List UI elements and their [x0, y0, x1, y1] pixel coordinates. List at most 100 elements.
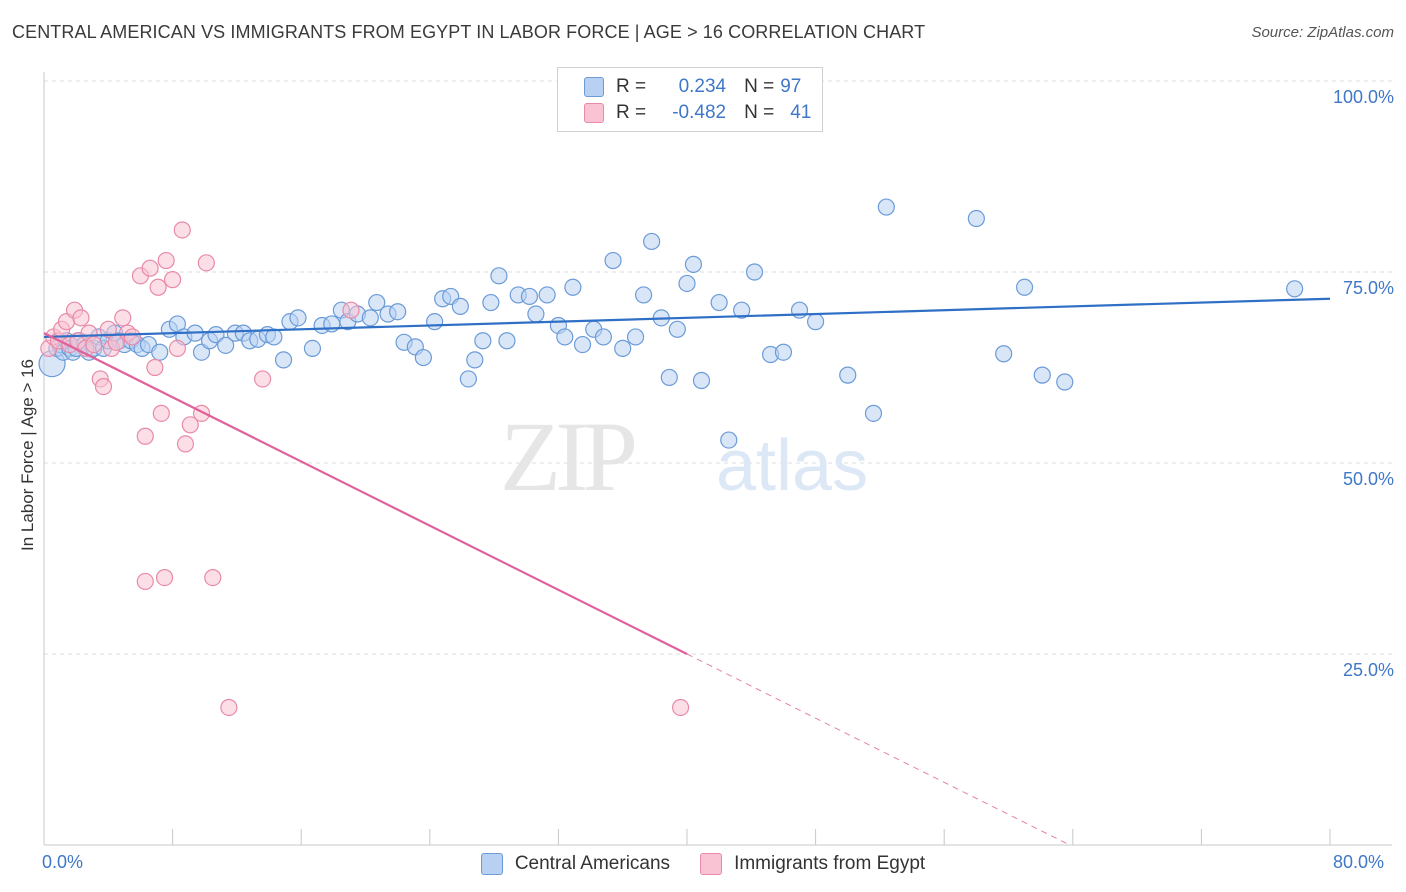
legend-r-label: R =: [616, 102, 647, 123]
legend-r-label: R =: [616, 76, 647, 97]
data-point: [594, 328, 613, 346]
data-point: [72, 309, 90, 327]
trend-line-central-americans: [43, 297, 1331, 339]
legend-r-value: 0.234: [678, 76, 727, 97]
data-point: [520, 287, 539, 306]
data-point: [626, 328, 645, 346]
y-tick-label-50: 50.0%: [1342, 469, 1394, 489]
data-point: [85, 335, 103, 354]
data-point: [155, 568, 174, 587]
data-point: [303, 339, 322, 357]
trend-line-immigrants-from-egypt: [43, 332, 688, 655]
chart-source: Source: ZipAtlas.com: [1251, 24, 1394, 41]
data-point: [604, 251, 622, 270]
data-point: [660, 368, 678, 387]
legend-swatch-blue: [584, 77, 604, 97]
data-point: [197, 254, 215, 272]
series-immigrants-from-egypt: [40, 221, 690, 717]
x-tick-label-max: 80.0%: [1333, 852, 1385, 872]
data-point: [451, 297, 469, 315]
data-point: [466, 351, 484, 369]
legend-swatch-blue: [480, 853, 503, 875]
data-point: [157, 251, 175, 270]
data-point: [141, 259, 159, 277]
data-point: [181, 416, 199, 434]
data-point: [149, 278, 167, 296]
data-point: [204, 568, 222, 587]
data-point: [361, 309, 379, 327]
data-point: [217, 336, 235, 354]
data-point: [152, 404, 170, 422]
data-point: [745, 263, 764, 281]
legend-r-value: -0.482: [672, 102, 727, 123]
series-central-americans: [38, 198, 1304, 449]
y-tick-label-75: 75.0%: [1342, 278, 1394, 298]
data-point: [564, 278, 582, 296]
data-point: [498, 332, 516, 350]
gridlines: [44, 80, 1392, 655]
legend-n-label: N =: [744, 76, 775, 97]
data-point: [806, 313, 825, 331]
data-point: [136, 427, 154, 445]
data-point: [1015, 278, 1034, 296]
legend-swatch-pink: [584, 103, 604, 123]
legend-n-value: 97: [780, 76, 802, 97]
data-point: [634, 286, 653, 304]
correlation-legend: R = 0.234 N = 97 R = -0.482 N = 41: [557, 67, 823, 132]
data-point: [289, 309, 307, 327]
legend-row-central-americans: R = 0.234 N = 97: [584, 75, 801, 99]
data-point: [254, 370, 272, 388]
watermark-zip: ZIP: [500, 401, 634, 512]
legend-item-central-americans[interactable]: Central Americans: [480, 853, 671, 875]
legend-label: Central Americans: [514, 853, 671, 874]
data-point: [995, 345, 1013, 363]
data-point: [164, 271, 182, 289]
data-point: [527, 305, 545, 323]
data-point: [459, 370, 477, 388]
data-point: [614, 339, 632, 357]
x-tick-label-min: 0.0%: [42, 852, 84, 872]
chart-title: CENTRAL AMERICAN VS IMMIGRANTS FROM EGYP…: [12, 22, 926, 42]
data-point: [114, 309, 132, 327]
data-point: [474, 332, 492, 350]
y-tick-label-25: 25.0%: [1342, 660, 1394, 680]
data-point: [839, 366, 857, 384]
data-point: [668, 320, 686, 338]
data-point: [684, 255, 703, 273]
data-point: [790, 301, 809, 319]
data-point: [123, 328, 142, 346]
data-point: [99, 320, 117, 338]
data-point: [692, 371, 711, 390]
data-point: [173, 221, 191, 239]
legend-n-value: 41: [790, 102, 812, 123]
data-point: [774, 343, 793, 361]
data-point: [733, 301, 751, 319]
series-legend: Central Americans Immigrants from Egypt: [0, 851, 1406, 877]
data-point: [220, 698, 238, 717]
legend-swatch-pink: [700, 853, 723, 875]
data-point: [671, 698, 690, 717]
data-point: [136, 572, 154, 591]
trend-lines: [43, 297, 1331, 846]
data-point: [368, 293, 386, 312]
data-point: [151, 343, 169, 361]
watermark-atlas: atlas: [716, 426, 868, 506]
data-point: [643, 232, 661, 251]
data-point: [573, 335, 592, 354]
data-point: [877, 198, 895, 216]
data-point: [176, 435, 195, 453]
data-point: [1286, 280, 1304, 298]
legend-item-immigrants-from-egypt[interactable]: Immigrants from Egypt: [700, 853, 925, 875]
axes: [43, 72, 1392, 846]
data-point: [1033, 366, 1051, 384]
data-point: [678, 274, 696, 293]
data-point: [389, 303, 407, 321]
legend-label: Immigrants from Egypt: [734, 853, 926, 874]
data-point: [94, 378, 113, 396]
data-point: [146, 358, 164, 377]
y-tick-label-100: 100.0%: [1332, 87, 1394, 107]
data-point: [265, 328, 283, 346]
data-point: [720, 431, 738, 449]
data-point: [414, 348, 432, 367]
